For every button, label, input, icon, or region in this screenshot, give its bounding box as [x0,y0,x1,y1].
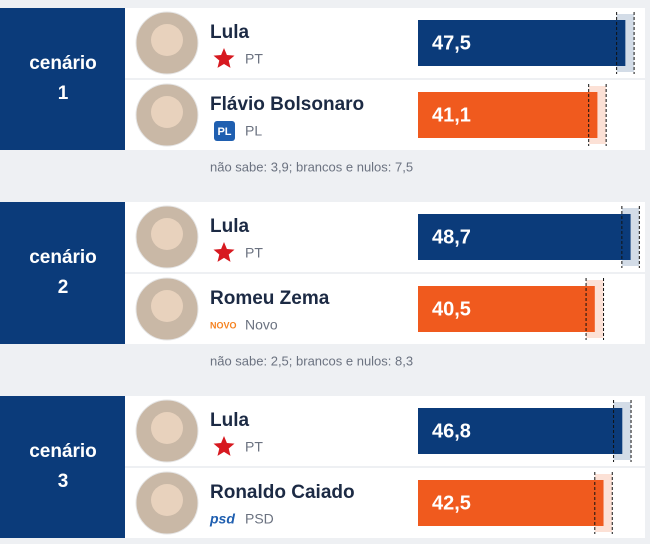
party-name: PT [245,245,263,261]
candidate-name: Lula [210,216,249,237]
bar [418,214,631,260]
scenario-box [0,202,125,344]
party-name: PT [245,51,263,67]
candidate-photo-face [151,412,183,444]
party-name: PL [245,123,262,139]
candidate-name: Lula [210,22,249,43]
party-logo: psd [209,511,235,527]
candidate-photo-face [151,290,183,322]
bar [418,286,595,332]
party-name: Novo [245,317,278,333]
value-label: 42,5 [432,492,471,514]
value-label: 47,5 [432,32,471,54]
value-label: 40,5 [432,298,471,320]
scenario-box [0,8,125,150]
scenario-label: cenário [29,441,97,462]
bar [418,92,598,138]
scenario-note: não sabe: 2,5; brancos e nulos: 8,3 [210,353,413,368]
party-logo [213,242,235,262]
candidate-photo-face [151,24,183,56]
scenario-number: 2 [58,277,69,298]
scenario-label: cenário [29,53,97,74]
scenario-note: não sabe: 3,9; brancos e nulos: 7,5 [210,159,413,174]
scenario-box [0,396,125,538]
party-logo-box [214,121,235,141]
party-logo: NOVO [210,320,237,330]
candidate-photo-face [151,218,183,250]
party-logo: PL [217,126,231,138]
candidate-name: Romeu Zema [210,288,330,309]
party-name: PT [245,439,263,455]
value-label: 48,7 [432,226,471,248]
candidate-photo-face [151,96,183,128]
party-logo [213,436,235,456]
value-label: 41,1 [432,104,471,126]
scenario-label: cenário [29,247,97,268]
candidate-name: Lula [210,410,249,431]
scenario-number: 3 [58,471,69,492]
party-logo [213,48,235,68]
candidate-name: Ronaldo Caiado [210,482,355,503]
candidate-name: Flávio Bolsonaro [210,94,364,115]
bar [418,20,626,66]
party-name: PSD [245,511,274,527]
bar [418,480,604,526]
bar [418,408,623,454]
scenario-number: 1 [58,83,69,104]
candidate-photo-face [151,484,183,516]
value-label: 46,8 [432,420,471,442]
